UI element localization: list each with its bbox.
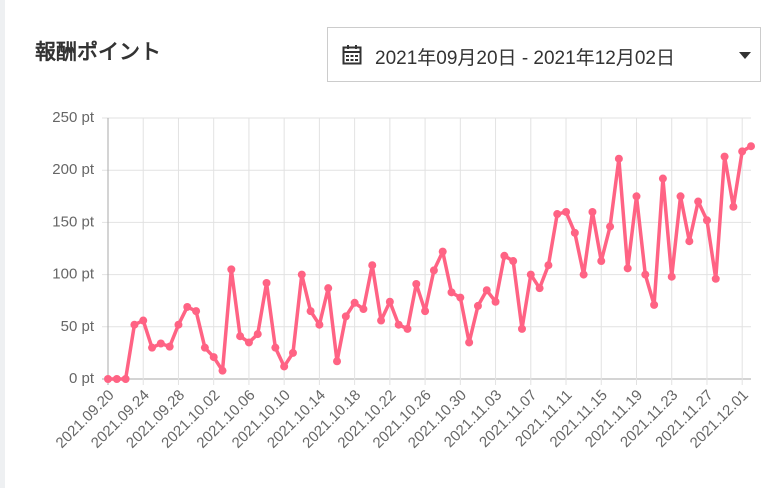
data-point [104,375,112,383]
data-point [491,297,500,306]
data-point [535,284,544,293]
data-point [333,357,342,366]
data-point [614,154,623,163]
data-point [192,307,201,316]
data-point [385,297,394,306]
data-point [183,302,192,311]
data-point [253,330,262,339]
data-point [429,266,438,275]
data-point [359,305,368,314]
data-point [623,264,632,273]
data-point [676,192,685,201]
data-point [597,257,606,266]
data-point [148,343,157,352]
data-point [121,375,130,383]
data-point [403,324,412,333]
data-point [271,343,280,352]
data-point [685,237,694,246]
data-point [280,362,289,371]
data-point [394,320,403,329]
page-title: 報酬ポイント [35,41,161,64]
dropdown-caret [739,52,751,59]
data-point [544,261,553,270]
data-point [579,270,588,279]
y-tick-label: 50 pt [61,318,95,335]
data-point [112,375,121,383]
data-point [377,316,386,325]
data-point [139,316,148,325]
data-point [570,228,579,237]
data-point [509,257,518,266]
y-tick-label: 200 pt [52,161,95,178]
data-point [702,216,711,225]
data-point [156,339,165,348]
data-point [473,301,482,310]
data-point [500,251,509,260]
data-point [729,202,738,211]
data-point [350,298,359,307]
data-point [658,174,667,183]
data-point [694,197,703,206]
data-point [368,261,377,270]
data-point [526,270,535,279]
data-point [412,279,421,288]
data-point [438,247,447,256]
data-point [562,207,571,216]
data-point [421,307,430,316]
data-point [632,192,641,201]
data-point [288,348,297,357]
data-point [174,320,183,329]
data-point [747,142,755,151]
data-point [711,274,720,283]
data-point [165,342,174,351]
data-point [209,353,218,362]
data-point [200,343,209,352]
data-point [720,152,729,161]
data-point [227,265,236,274]
data-point [650,300,659,309]
date-range-label: 2021年09月20日 - 2021年12月02日 [375,48,675,69]
calendar-icon [342,45,362,65]
y-tick-label: 150 pt [52,213,95,230]
y-tick-label: 250 pt [52,109,95,126]
data-point [341,312,350,321]
data-point [447,288,456,297]
data-point [306,307,315,316]
data-point [641,270,650,279]
y-tick-label: 0 pt [69,370,95,387]
data-point [324,284,333,293]
data-point [517,324,526,333]
data-point [218,366,227,375]
data-point [738,147,747,156]
data-point [297,270,306,279]
y-tick-label: 100 pt [52,266,95,283]
data-point [588,207,597,216]
data-point [606,222,615,231]
data-point [482,286,491,295]
data-point [553,210,562,219]
data-point [244,338,253,347]
data-point [456,293,465,302]
data-point [236,332,245,341]
date-range-picker[interactable]: 2021年09月20日 - 2021年12月02日 [327,27,761,82]
data-point [130,320,139,329]
data-point [262,278,271,287]
data-point [667,272,676,281]
data-point [465,338,474,347]
data-point [315,320,324,329]
